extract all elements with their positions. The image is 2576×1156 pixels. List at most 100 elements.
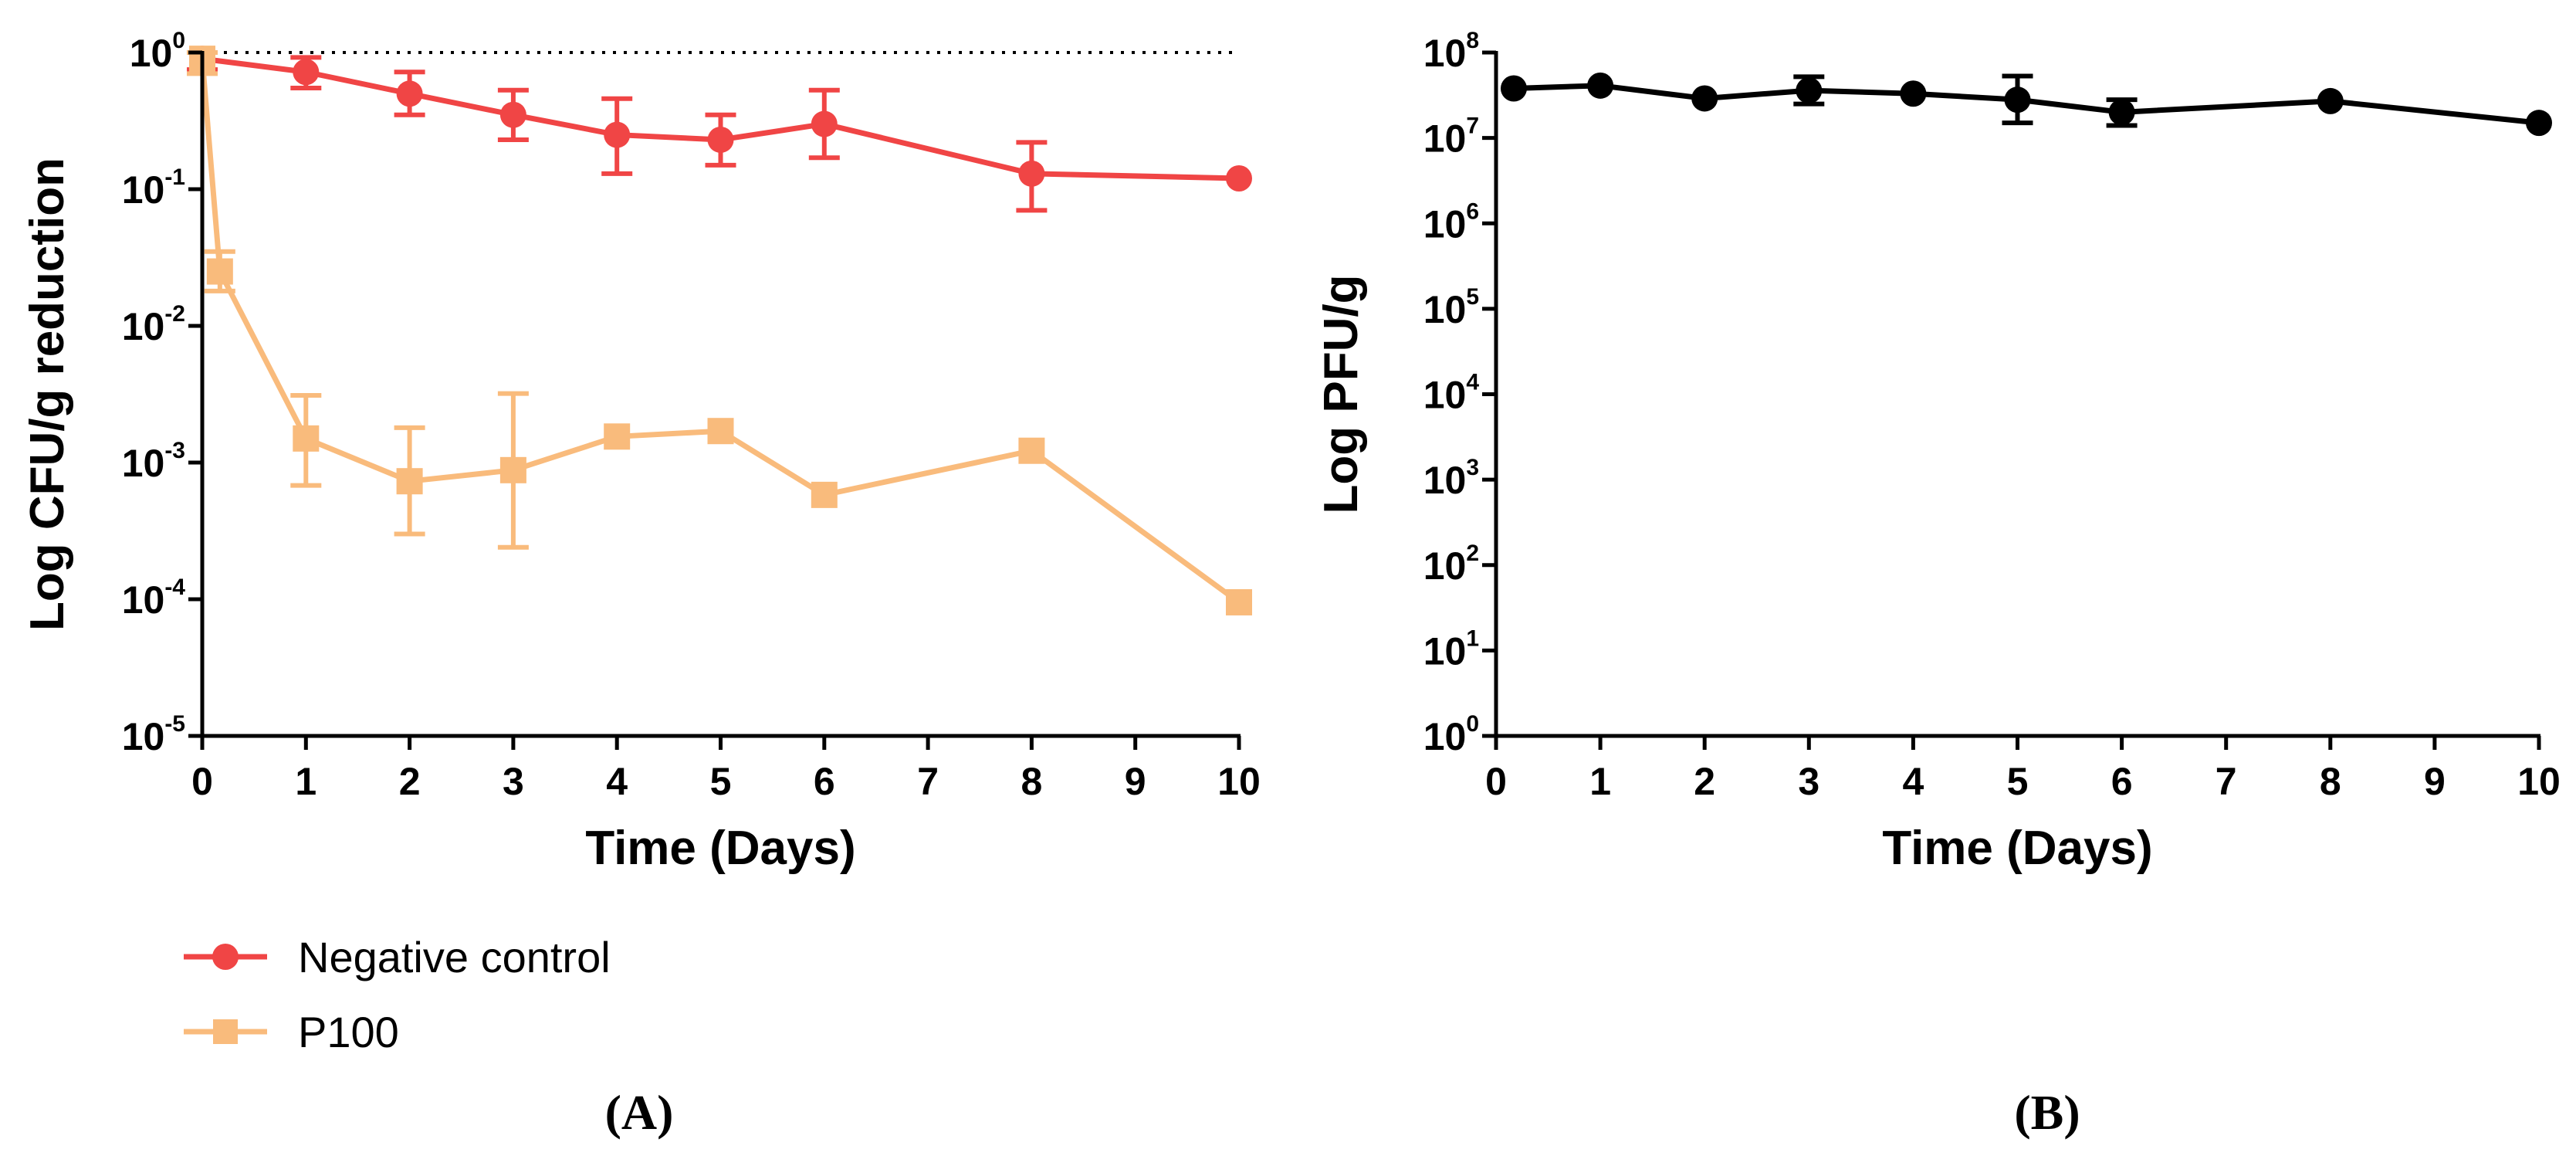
y-tick-label: 103: [1423, 455, 1479, 502]
panel-label-a: (A): [605, 1085, 674, 1140]
y-tick-base: 10: [1423, 374, 1467, 417]
y-tick-base: 10: [122, 578, 165, 622]
y-tick-label: 102: [1423, 541, 1479, 588]
y-axis-title-b: Log PFU/g: [1315, 275, 1368, 514]
y-tick-base: 10: [122, 715, 165, 758]
y-tick-label: 101: [1423, 625, 1479, 673]
y-tick-exponent: 5: [1466, 284, 1479, 310]
x-tick-label: 3: [503, 760, 524, 803]
legend: Negative control P100: [184, 933, 611, 1056]
legend-label-negative-control: Negative control: [298, 933, 611, 981]
data-point: [811, 481, 838, 508]
x-tick-label: 9: [1125, 760, 1146, 803]
data-point: [1796, 77, 1823, 104]
x-tick-label: 1: [295, 760, 316, 803]
y-tick-exponent: -3: [164, 438, 185, 463]
series-p100: [187, 46, 1252, 615]
y-tick-label: 108: [1423, 28, 1479, 75]
y-tick-label: 100: [1423, 711, 1479, 758]
data-point: [1900, 80, 1927, 107]
y-tick-exponent: 0: [172, 28, 185, 53]
legend-item-negative-control: Negative control: [184, 933, 611, 981]
data-point: [604, 423, 631, 450]
data-point: [2526, 110, 2552, 137]
x-axis-title-a: Time (Days): [585, 822, 855, 875]
y-tick-label: 10-2: [122, 301, 185, 348]
data-point: [707, 418, 734, 445]
data-point: [2108, 99, 2135, 126]
y-tick-exponent: -4: [164, 575, 185, 600]
x-axis-title-b: Time (Days): [1882, 822, 2152, 875]
y-tick-exponent: 6: [1466, 198, 1479, 224]
y-tick-base: 10: [1423, 544, 1467, 588]
data-point: [396, 80, 423, 107]
data-point: [1018, 160, 1045, 187]
y-tick-base: 10: [1423, 32, 1467, 75]
data-point: [1226, 164, 1252, 192]
series-line: [199, 58, 1241, 605]
y-tick-exponent: 1: [1466, 625, 1479, 651]
legend-circle-marker: [212, 944, 239, 970]
panel-label-b: (B): [2014, 1085, 2080, 1140]
data-point: [1587, 72, 1614, 99]
y-tick-label: 10-4: [122, 575, 186, 622]
series-negative-control: [187, 46, 1252, 213]
data-point: [396, 468, 423, 495]
y-tick-exponent: -1: [164, 164, 185, 190]
panel-b-series: [1500, 72, 2552, 137]
y-axis-title-a: Log CFU/g reduction: [21, 158, 74, 631]
y-tick-label: 100: [130, 28, 185, 75]
x-tick-label: 8: [2320, 760, 2341, 803]
x-tick-label: 10: [1217, 760, 1261, 803]
x-tick-label: 5: [2007, 760, 2029, 803]
data-point: [499, 456, 526, 483]
x-tick-label: 2: [399, 760, 421, 803]
legend-square-marker: [213, 1019, 238, 1044]
data-point: [811, 110, 838, 137]
data-point: [293, 425, 320, 452]
y-tick-label: 10-3: [122, 438, 185, 485]
y-tick-base: 10: [1423, 202, 1467, 246]
data-point: [206, 258, 233, 285]
y-tick-exponent: 3: [1466, 455, 1479, 480]
x-tick-label: 8: [1021, 760, 1042, 803]
data-point: [1226, 588, 1252, 615]
x-tick-label: 6: [2111, 760, 2133, 803]
y-tick-base: 10: [1423, 459, 1467, 502]
x-tick-label: 0: [1485, 760, 1507, 803]
y-tick-exponent: 2: [1466, 541, 1479, 566]
y-tick-label: 10-1: [122, 164, 185, 212]
data-point: [1691, 85, 1718, 112]
data-point: [604, 121, 631, 148]
data-point: [1018, 437, 1045, 464]
y-tick-base: 10: [122, 305, 165, 348]
x-tick-label: 9: [2424, 760, 2446, 803]
x-tick-label: 4: [606, 760, 628, 803]
y-tick-label: 106: [1423, 198, 1479, 246]
y-tick-base: 10: [1423, 288, 1467, 331]
x-tick-label: 7: [917, 760, 939, 803]
y-tick-exponent: 8: [1466, 28, 1479, 53]
panel-a-series: [187, 46, 1252, 615]
x-tick-label: 7: [2215, 760, 2237, 803]
series-pfu: [1500, 72, 2552, 137]
y-tick-label: 105: [1423, 284, 1479, 331]
legend-item-p100: P100: [184, 1008, 399, 1056]
data-point: [707, 126, 734, 153]
data-point: [1500, 75, 1527, 102]
x-tick-label: 10: [2517, 760, 2561, 803]
data-point: [499, 101, 526, 128]
x-tick-label: 1: [1589, 760, 1611, 803]
y-tick-label: 10-5: [122, 711, 185, 758]
y-tick-base: 10: [1423, 715, 1467, 758]
x-ticks-a: 0 1 2 3 4 5 6 7 8 9 10: [191, 736, 1261, 803]
y-tick-exponent: -5: [164, 711, 185, 737]
x-tick-label: 0: [191, 760, 213, 803]
data-point: [2004, 86, 2031, 114]
y-tick-base: 10: [122, 442, 165, 485]
